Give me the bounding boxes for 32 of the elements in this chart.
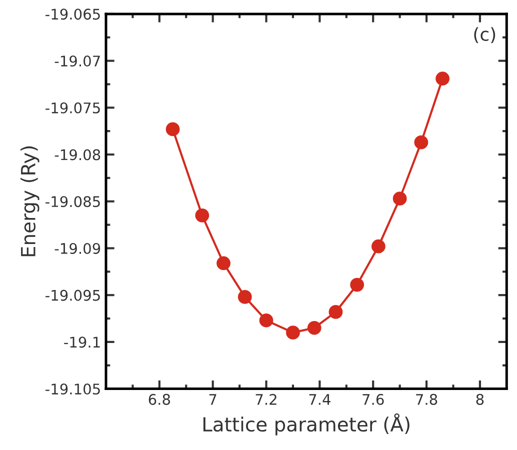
y-tick-label: -19.085: [46, 196, 100, 208]
y-tick-label: -19.075: [46, 102, 100, 114]
y-axis-title: Energy (Ry): [20, 146, 40, 256]
x-tick-label: 7.6: [362, 394, 384, 405]
annotation: (c): [474, 27, 496, 44]
y-tick-label: -19.08: [54, 149, 100, 160]
y-tick-label: -19.09: [54, 242, 100, 254]
y-tick-label: -19.1: [64, 336, 100, 348]
point: [414, 135, 428, 150]
x-tick-label: 8: [476, 394, 484, 405]
y-tick-label: -19.065: [46, 8, 100, 20]
x-tick-label: 7.2: [256, 394, 276, 405]
y-tick-label: -19.07: [54, 56, 100, 67]
point: [372, 239, 386, 254]
point: [307, 320, 322, 335]
x-tick-label: 7: [209, 394, 216, 405]
point: [436, 72, 450, 86]
x-tick-label: 6.8: [148, 394, 170, 405]
x-axis-title: Lattice parameter (Å): [203, 413, 410, 436]
point: [350, 278, 364, 292]
point: [286, 326, 300, 340]
point: [259, 313, 274, 328]
x-tick-label: 7.8: [416, 394, 438, 405]
y-tick-label: -19.095: [46, 290, 100, 301]
point: [238, 290, 252, 304]
point: [392, 192, 407, 206]
point: [328, 305, 343, 319]
x-tick-label: 7.4: [309, 394, 330, 405]
point: [166, 122, 180, 136]
point: [195, 208, 210, 222]
y-tick-label: -19.105: [46, 384, 100, 395]
point: [216, 256, 230, 270]
